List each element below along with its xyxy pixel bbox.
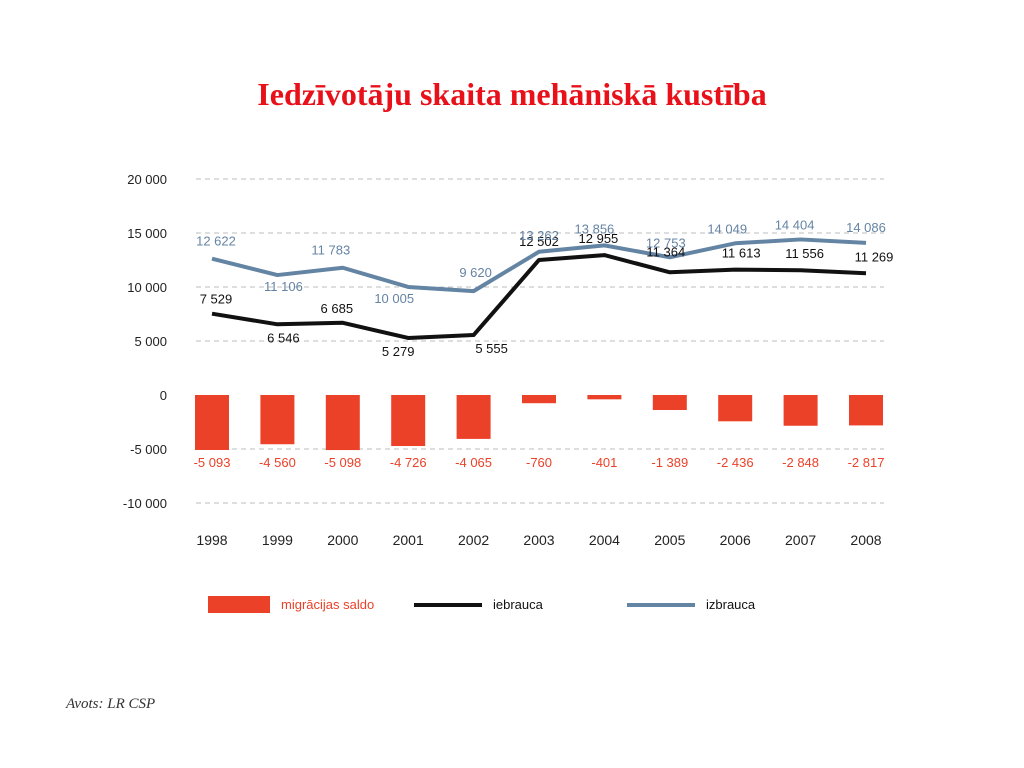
- legend-label-iebrauca: iebrauca: [493, 597, 544, 612]
- bar-migracijas-saldo: [522, 395, 556, 404]
- bar-data-label: -2 436: [717, 455, 754, 470]
- line-data-label-izbrauca: 10 005: [374, 291, 414, 306]
- bar-data-label: -5 098: [324, 455, 361, 470]
- y-tick-label: 5 000: [134, 334, 167, 349]
- x-tick-label: 2008: [850, 532, 881, 548]
- legend-label-izbrauca: izbrauca: [706, 597, 756, 612]
- line-data-label-iebrauca: 11 613: [722, 246, 761, 261]
- line-data-label-izbrauca: 12 622: [196, 234, 236, 249]
- line-data-label-iebrauca: 11 364: [646, 244, 685, 259]
- bar-migracijas-saldo: [652, 395, 687, 411]
- y-tick-label: -5 000: [130, 442, 167, 457]
- bar-data-label: -760: [526, 455, 552, 470]
- y-tick-label: -10 000: [123, 496, 167, 511]
- line-data-label-izbrauca: 11 106: [264, 279, 303, 294]
- chart-title: Iedzīvotāju skaita mehāniskā kustība: [257, 76, 767, 112]
- bar-migracijas-saldo: [391, 395, 426, 447]
- bar-migracijas-saldo: [195, 395, 229, 451]
- x-tick-label: 2004: [589, 532, 620, 548]
- line-iebrauca: [211, 253, 867, 340]
- bar-data-label: -2 848: [782, 455, 819, 470]
- y-tick-label: 0: [160, 388, 167, 403]
- bar-data-label: -5 093: [194, 455, 231, 470]
- y-tick-label: 20 000: [127, 172, 167, 187]
- line-data-label-iebrauca: 6 685: [321, 301, 354, 316]
- bar-data-label: -4 560: [259, 455, 296, 470]
- bar-data-label: -401: [591, 455, 617, 470]
- x-tick-label: 2005: [654, 532, 685, 548]
- bar-data-label: -2 817: [848, 455, 885, 470]
- line-data-label-iebrauca: 6 546: [267, 330, 300, 345]
- bar-data-label: -4 726: [390, 455, 427, 470]
- x-tick-label: 2007: [785, 532, 816, 548]
- line-data-label-izbrauca: 14 049: [707, 221, 747, 236]
- line-data-label-izbrauca: 9 620: [459, 265, 492, 280]
- x-tick-label: 2002: [458, 532, 489, 548]
- line-data-label-izbrauca: 14 086: [846, 220, 886, 235]
- bar-migracijas-saldo: [325, 395, 360, 451]
- line-data-label-izbrauca: 13 856: [575, 221, 615, 236]
- bar-migracijas-saldo: [260, 395, 295, 445]
- line-data-label-iebrauca: 11 269: [855, 249, 894, 264]
- x-tick-label: 2003: [523, 532, 554, 548]
- legend-label-migracijas-saldo: migrācijas saldo: [281, 597, 374, 612]
- line-data-label-izbrauca: 11 783: [311, 243, 350, 258]
- bar-data-label: -4 065: [455, 455, 492, 470]
- bar-migracijas-saldo: [849, 395, 883, 426]
- y-tick-label: 10 000: [127, 280, 167, 295]
- x-tick-label: 2000: [327, 532, 358, 548]
- bar-migracijas-saldo: [718, 395, 753, 422]
- line-data-label-iebrauca: 5 279: [382, 344, 415, 359]
- x-tick-label: 2001: [393, 532, 424, 548]
- bar-data-label: -1 389: [651, 455, 688, 470]
- line-data-label-iebrauca: 5 555: [475, 341, 508, 356]
- x-tick-label: 1998: [196, 532, 227, 548]
- source-note: Avots: LR CSP: [66, 696, 156, 712]
- legend-swatch-migracijas-saldo: [208, 596, 270, 613]
- line-data-label-izbrauca: 13 262: [519, 228, 559, 243]
- y-tick-label: 15 000: [127, 226, 167, 241]
- bar-migracijas-saldo: [783, 395, 818, 426]
- line-data-label-iebrauca: 12 502: [519, 234, 559, 249]
- line-data-label-iebrauca: 11 556: [785, 246, 824, 261]
- line-data-label-iebrauca: 7 529: [200, 292, 233, 307]
- line-data-label-izbrauca: 12 753: [646, 235, 686, 250]
- x-tick-label: 2006: [720, 532, 751, 548]
- x-tick-label: 1999: [262, 532, 293, 548]
- bar-migracijas-saldo: [456, 395, 491, 439]
- line-data-label-izbrauca: 14 404: [775, 217, 815, 232]
- line-izbrauca: [211, 237, 867, 294]
- bar-migracijas-saldo: [587, 395, 622, 400]
- line-data-label-iebrauca: 12 955: [579, 231, 619, 246]
